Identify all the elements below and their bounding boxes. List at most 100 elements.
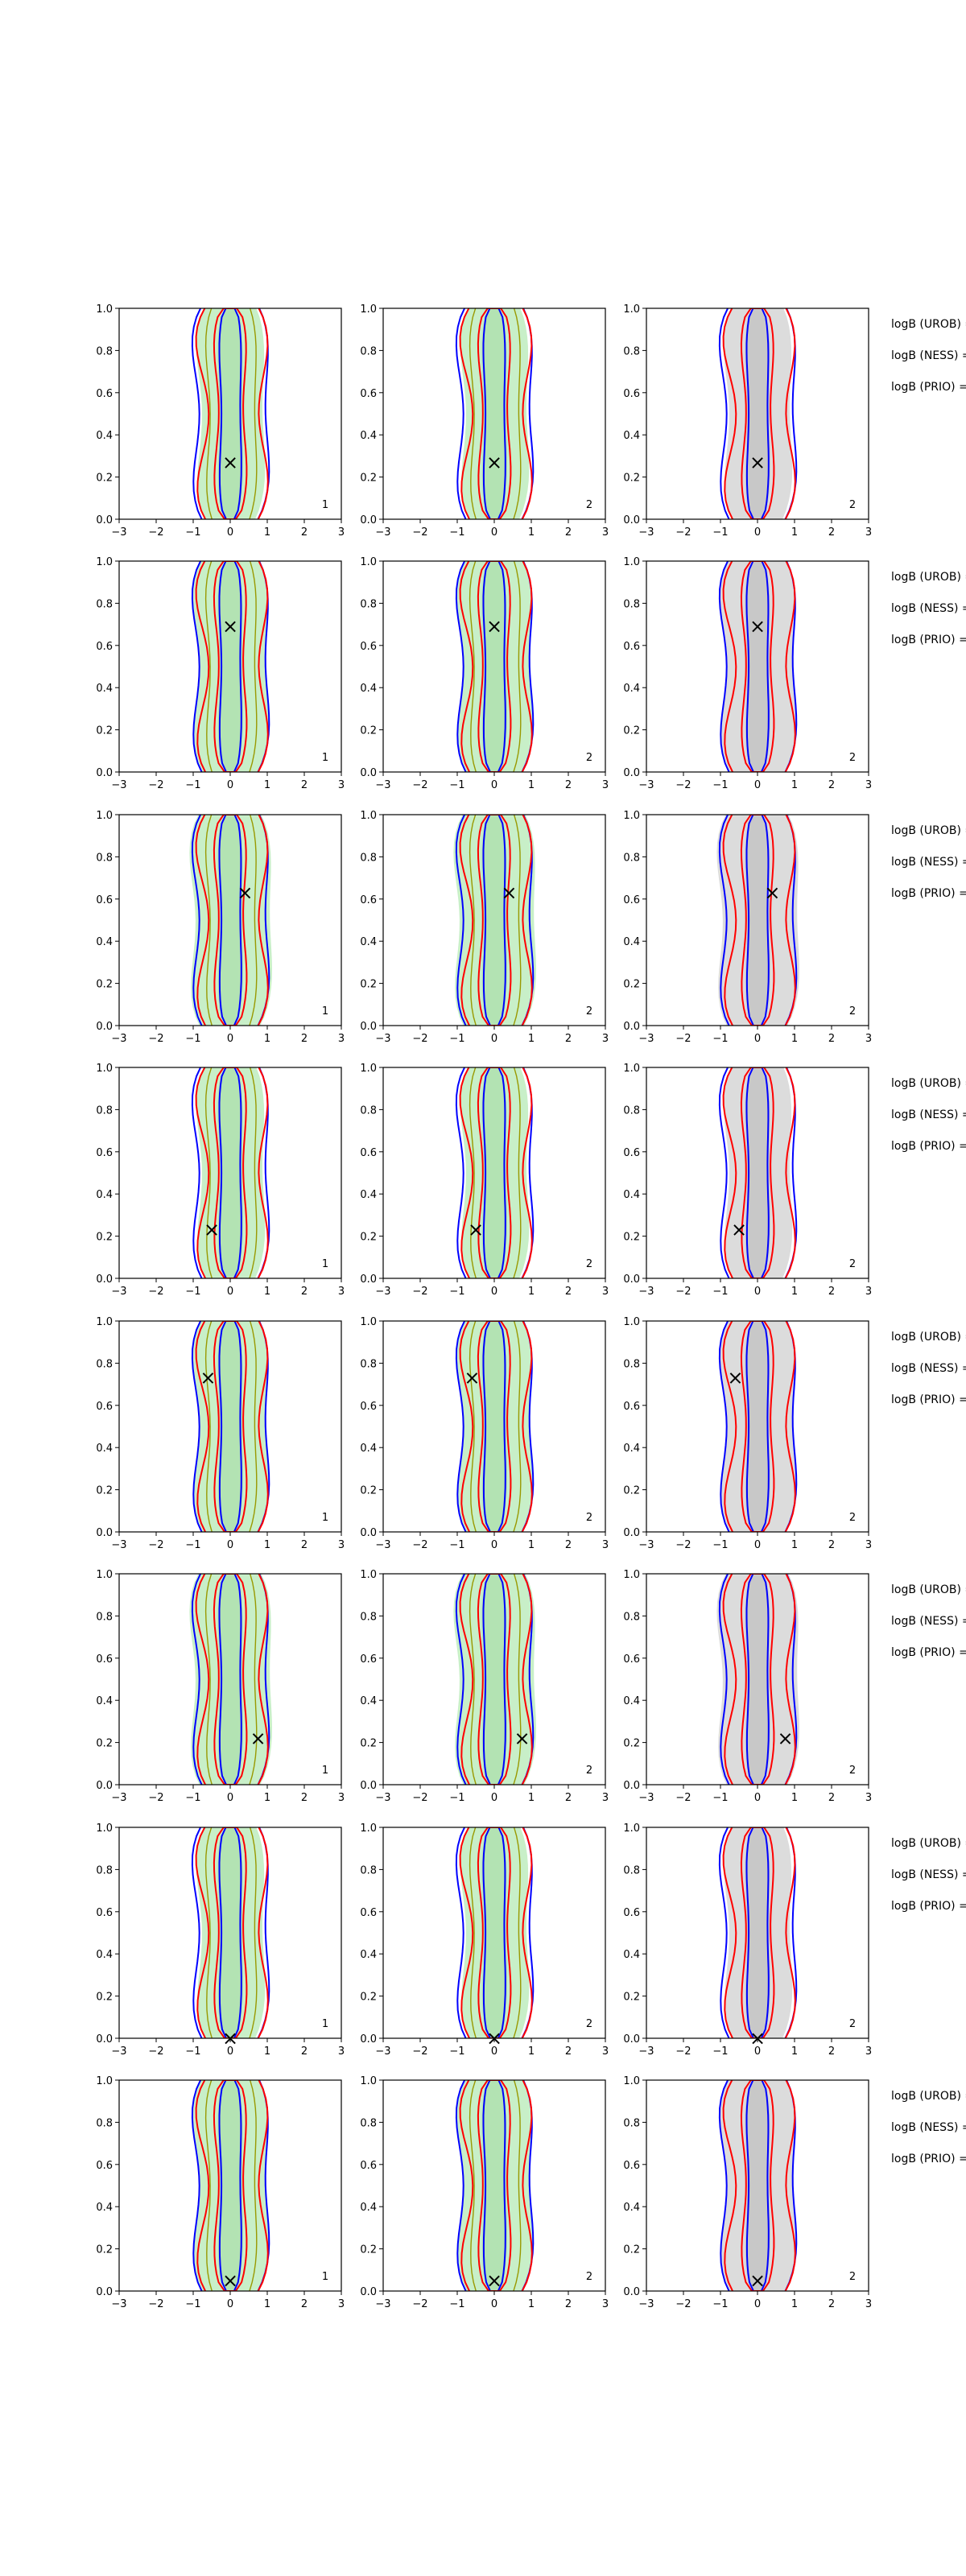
- y-tick-label: 0.6: [96, 894, 113, 906]
- x-tick-label: −2: [675, 1033, 691, 1045]
- x-tick-label: 1: [264, 2046, 270, 2058]
- x-tick-label: 2: [301, 1539, 308, 1551]
- x-tick-label: 1: [264, 1539, 270, 1551]
- contour-red-outer: [459, 1574, 533, 1785]
- contour-blue-outer: [191, 1827, 270, 2038]
- x-tick-label: 0: [491, 1033, 497, 1045]
- contour-olive: [469, 1321, 522, 1532]
- contour-blue-inner: [218, 308, 242, 519]
- contour-red-inner: [477, 308, 512, 519]
- y-tick-label: 0.6: [623, 1653, 640, 1666]
- x-tick-label: −3: [111, 2046, 126, 2058]
- y-tick-label: 0.6: [360, 1147, 377, 1159]
- y-tick-label: 0.0: [623, 1274, 640, 1286]
- contour-blue-inner: [745, 1321, 770, 1532]
- x-tick-label: −3: [638, 2298, 654, 2310]
- y-tick-label: 0.2: [623, 473, 640, 485]
- x-tick-label: 1: [528, 1539, 535, 1551]
- x-tick-label: −2: [148, 526, 163, 539]
- contour-olive: [204, 1321, 258, 1532]
- y-tick-label: 0.2: [360, 1232, 377, 1244]
- x-tick-label: −2: [412, 1539, 427, 1551]
- contour-blue-outer: [718, 308, 798, 519]
- x-tick-label: 2: [565, 1792, 572, 1804]
- y-tick-label: 0.6: [360, 641, 377, 653]
- y-tick-label: 0.8: [360, 1864, 377, 1876]
- side-label-2: logB (NESS) =: [891, 2121, 966, 2134]
- panel-r8-c3: × −3 −2 −1 0 1 2 3 0.0 0.2 0.4 0.6 0.8 1.0 2: [623, 2075, 872, 2310]
- contour-blue-outer: [718, 561, 798, 772]
- contour-red-inner: [213, 308, 248, 519]
- x-tick-label: 3: [602, 526, 609, 539]
- y-tick-label: 0.2: [360, 473, 377, 485]
- x-tick-label: 3: [338, 1539, 345, 1551]
- contour-blue-outer: [718, 2080, 798, 2291]
- contour-red-outer: [459, 561, 533, 772]
- contour-blue-inner: [218, 561, 242, 772]
- panel-type-label: 1: [322, 2271, 328, 2283]
- x-tick-label: 0: [227, 779, 233, 791]
- y-tick-label: 1.0: [623, 1063, 640, 1075]
- density-fill-inner: [481, 2080, 507, 2291]
- x-tick-label: −3: [111, 2298, 126, 2310]
- panel-type-label: 2: [849, 1258, 856, 1270]
- x-tick-label: −3: [375, 1033, 390, 1045]
- side-label-1: logB (UROB) =: [891, 824, 966, 837]
- contour-blue-inner: [482, 1321, 506, 1532]
- x-tick-label: −1: [712, 526, 728, 539]
- y-tick-label: 0.0: [96, 767, 113, 779]
- y-tick-label: 0.2: [360, 1992, 377, 2004]
- x-tick-label: 3: [865, 2046, 872, 2058]
- x-tick-label: −1: [712, 2046, 728, 2058]
- panel-r5-c2: × −3 −2 −1 0 1 2 3 0.0 0.2 0.4 0.6 0.8 1.0 2: [360, 1316, 609, 1551]
- y-tick-label: 0.2: [623, 1485, 640, 1497]
- side-label-3: logB (PRIO) =: [891, 381, 966, 394]
- y-tick-label: 0.8: [96, 1104, 113, 1117]
- y-tick-label: 0.8: [623, 598, 640, 610]
- panel-r2-c3: × −3 −2 −1 0 1 2 3 0.0 0.2 0.4 0.6 0.8 1.0 2: [623, 556, 872, 791]
- y-tick-label: 1.0: [360, 1063, 377, 1075]
- contour-olive: [469, 2080, 522, 2291]
- contour-red-outer: [459, 1827, 533, 2038]
- x-tick-label: −3: [375, 779, 390, 791]
- marker-x: ×: [749, 2269, 766, 2292]
- x-tick-label: −2: [675, 1539, 691, 1551]
- y-tick-label: 1.0: [360, 556, 377, 568]
- x-tick-label: 2: [301, 526, 308, 539]
- panel-type-label: 2: [849, 499, 856, 511]
- x-tick-label: 1: [264, 1286, 270, 1298]
- x-tick-label: −3: [375, 2046, 390, 2058]
- panel-r6-c2: × −3 −2 −1 0 1 2 3 0.0 0.2 0.4 0.6 0.8 1.0 2: [360, 1569, 609, 1804]
- contour-olive: [469, 561, 522, 772]
- y-tick-label: 0.8: [96, 2117, 113, 2129]
- contour-blue-inner: [482, 1827, 506, 2038]
- y-tick-label: 0.6: [360, 1401, 377, 1413]
- contour-blue-inner: [218, 1574, 242, 1785]
- y-tick-label: 0.6: [360, 894, 377, 906]
- x-tick-label: 0: [754, 1539, 761, 1551]
- y-tick-label: 0.2: [623, 1738, 640, 1750]
- x-tick-label: 3: [602, 1539, 609, 1551]
- x-tick-label: −3: [375, 2298, 390, 2310]
- panel-r4-c2: × −3 −2 −1 0 1 2 3 0.0 0.2 0.4 0.6 0.8 1.0 2: [360, 1063, 609, 1298]
- x-tick-label: −3: [111, 1539, 126, 1551]
- y-tick-label: 0.6: [360, 1907, 377, 1919]
- x-tick-label: 2: [565, 1286, 572, 1298]
- marker-x: ×: [464, 1367, 480, 1389]
- density-fill-inner: [217, 1827, 243, 2038]
- marker-x: ×: [749, 451, 766, 473]
- contour-olive: [469, 1067, 522, 1278]
- x-tick-label: 1: [528, 1033, 535, 1045]
- x-tick-label: 1: [264, 2298, 270, 2310]
- y-tick-label: 1.0: [623, 810, 640, 822]
- y-tick-label: 0.2: [96, 979, 113, 991]
- side-label-2: logB (NESS) =: [891, 856, 966, 869]
- y-tick-label: 0.0: [623, 514, 640, 526]
- y-tick-label: 0.4: [623, 1695, 640, 1707]
- contour-blue-inner: [745, 1827, 770, 2038]
- contour-blue-outer: [718, 1067, 798, 1278]
- side-label-1: logB (UROB) =: [891, 1837, 966, 1850]
- contour-blue-outer: [191, 561, 270, 772]
- y-tick-label: 0.0: [623, 1021, 640, 1033]
- panel-r8-c1: × −3 −2 −1 0 1 2 3 0.0 0.2 0.4 0.6 0.8 1.0 1: [96, 2075, 345, 2310]
